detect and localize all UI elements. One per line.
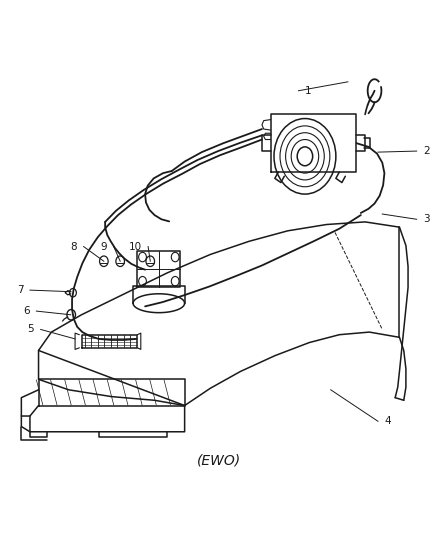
Text: 7: 7 [17, 285, 24, 295]
Text: 8: 8 [71, 241, 77, 252]
Text: 5: 5 [28, 325, 34, 335]
Text: 2: 2 [423, 146, 430, 156]
Text: 1: 1 [305, 86, 311, 96]
Text: 6: 6 [23, 306, 30, 316]
Text: 9: 9 [101, 241, 107, 252]
Text: (EWO): (EWO) [197, 454, 241, 467]
Text: 3: 3 [423, 214, 430, 224]
Text: 10: 10 [128, 241, 141, 252]
Text: 4: 4 [385, 416, 391, 426]
